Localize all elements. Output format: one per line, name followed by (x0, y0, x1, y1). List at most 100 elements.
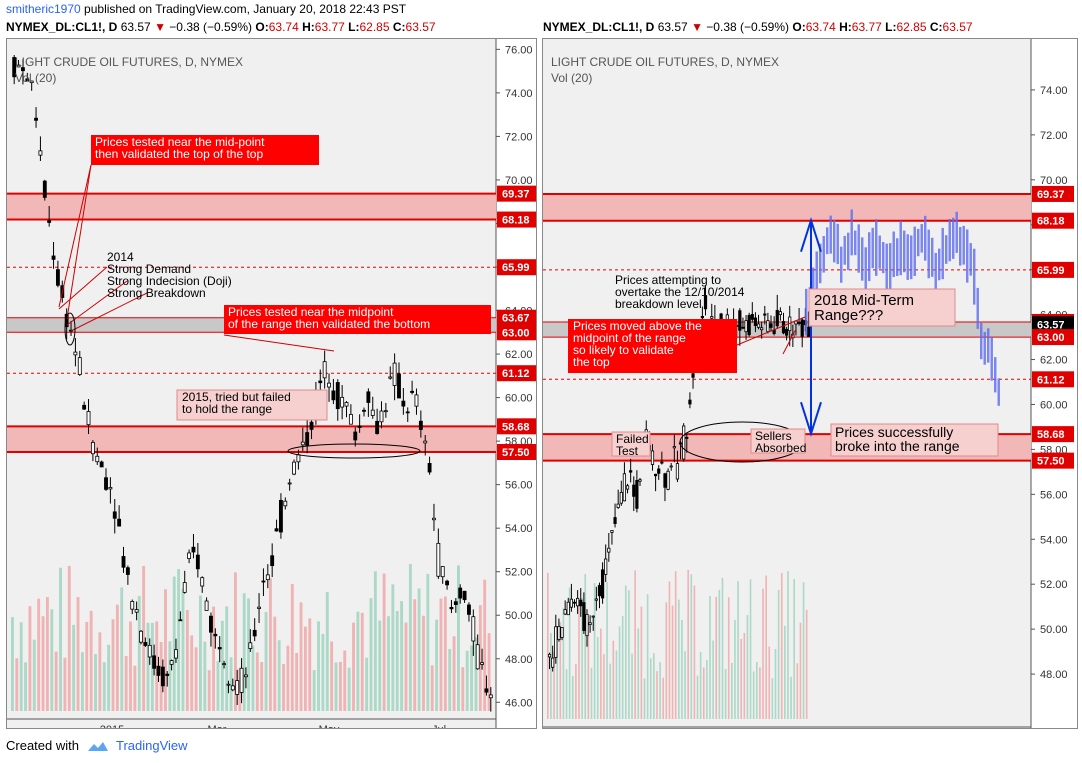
volume-bar (234, 572, 237, 711)
candle-body (436, 542, 441, 577)
candle-body (458, 587, 463, 599)
volume-bar (443, 596, 447, 711)
volume-bar (681, 619, 683, 719)
candle-body (432, 517, 436, 521)
projection-bar (952, 217, 955, 259)
volume-bar (734, 619, 736, 719)
volume-bar (168, 641, 172, 711)
volume-bar (247, 598, 250, 711)
projection-bar (997, 378, 1000, 406)
candle-body (744, 320, 748, 333)
candle-body (763, 313, 767, 316)
candle-body (547, 653, 552, 658)
volume-bar (634, 570, 636, 719)
volume-bar (712, 640, 714, 719)
price-label-badge (497, 211, 539, 228)
candle-body (152, 655, 157, 669)
candle-body (685, 436, 689, 439)
chart-panel-right[interactable]: 74.0072.0070.0068.0066.0064.0062.0060.00… (542, 38, 1082, 744)
open-label: O: (792, 20, 806, 34)
volume-bar (774, 648, 777, 719)
candle-body (340, 396, 345, 408)
candle-body (703, 295, 708, 310)
candle-body (669, 465, 673, 468)
volume-bar (194, 647, 198, 711)
y-tick-label: 48.00 (505, 654, 533, 666)
y-tick-label: 52.00 (1040, 579, 1068, 591)
y-tick-label: 62.00 (505, 349, 533, 361)
volume-bar (133, 665, 137, 711)
candle-body (741, 326, 745, 329)
volume-bar (32, 639, 36, 711)
volume-bar (659, 662, 661, 719)
y-tick-label: 74.00 (505, 88, 533, 100)
volume-bar (286, 645, 290, 711)
price-label-text: 65.99 (1037, 265, 1065, 277)
volume-bar (430, 665, 434, 711)
candle-body (405, 411, 410, 414)
candle-body (427, 463, 432, 473)
candle-body (785, 328, 789, 336)
candle-body (99, 461, 104, 468)
volume-bar (562, 608, 565, 719)
candle-body (204, 600, 209, 611)
volume-bar (185, 610, 189, 711)
volume-bar (731, 662, 733, 719)
candle-body (244, 674, 248, 678)
candle-body (654, 473, 658, 477)
candle-body (388, 376, 393, 379)
volume-bar (207, 670, 211, 711)
candle-body (392, 362, 397, 386)
candle-body (42, 180, 47, 198)
volume-bar (299, 602, 303, 711)
volume-bar (146, 622, 150, 711)
volume-bar (356, 611, 360, 711)
volume-bar (571, 675, 574, 719)
volume-bar (765, 575, 767, 719)
chart-canvas-left[interactable]: 76.0074.0072.0070.0068.0066.0064.0062.00… (7, 39, 556, 736)
y-tick-label: 76.00 (505, 44, 533, 56)
volume-bar (612, 640, 615, 719)
volume-bar (587, 631, 590, 719)
tradingview-logo-icon (87, 741, 109, 753)
projection-bar (983, 331, 986, 365)
volume-bar (107, 644, 111, 711)
candle-body (209, 615, 213, 633)
candle-body (287, 482, 292, 485)
candle-body (174, 649, 178, 659)
chart-title: LIGHT CRUDE OIL FUTURES, D, NYMEX (15, 55, 243, 69)
price-label-badge (497, 309, 539, 326)
volume-bar (80, 652, 84, 711)
candle-body (187, 552, 192, 559)
chart-canvas-right[interactable]: 74.0072.0070.0068.0066.0064.0062.0060.00… (543, 39, 1082, 744)
high-value: 63.77 (314, 20, 345, 34)
volume-bar (559, 622, 562, 719)
volume-bar (699, 651, 702, 719)
symbol-label[interactable]: NYMEX_DL:CL1!, D (543, 20, 655, 34)
price-label-badge (1032, 316, 1074, 333)
candle-body (410, 390, 415, 393)
symbol-label[interactable]: NYMEX_DL:CL1!, D (6, 20, 118, 34)
volume-bar (255, 652, 259, 711)
candle-body (327, 382, 331, 388)
chart-panel-left[interactable]: 76.0074.0072.0070.0068.0066.0064.0062.00… (6, 38, 556, 736)
candle-body (353, 431, 358, 441)
chart-subtitle: Vol (20) (15, 71, 56, 85)
range-zone (7, 426, 496, 452)
username-link[interactable]: smitheric1970 (6, 2, 81, 16)
volume-bar (656, 671, 658, 719)
high-value: 63.77 (851, 20, 882, 34)
volume-bar (474, 637, 478, 711)
volume-bar (413, 599, 417, 711)
candle-body (462, 590, 467, 601)
volume-bar (334, 662, 338, 711)
tradingview-link[interactable]: TradingView (116, 738, 188, 753)
volume-bar (330, 641, 334, 711)
volume-bar (578, 603, 580, 719)
volume-bar (487, 633, 491, 711)
volume-bar (190, 635, 194, 711)
arrow-down-icon (800, 401, 822, 437)
volume-bar (780, 573, 783, 719)
volume-bar (37, 598, 41, 711)
candle-body (125, 567, 130, 575)
